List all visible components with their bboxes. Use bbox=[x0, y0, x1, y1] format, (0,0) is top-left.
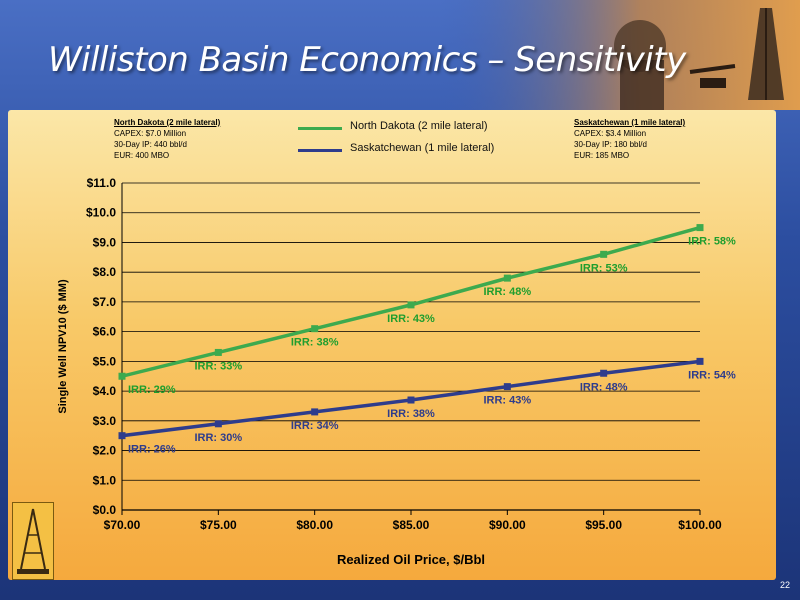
data-point-saskatchewan bbox=[214, 420, 222, 428]
data-label-saskatchewan: IRR: 54% bbox=[688, 369, 736, 381]
x-axis-title: Realized Oil Price, $/Bbl bbox=[337, 552, 485, 567]
data-point-north-dakota bbox=[600, 250, 608, 258]
data-point-saskatchewan bbox=[600, 369, 608, 377]
nd-eur: EUR: 400 MBO bbox=[114, 151, 170, 160]
data-point-north-dakota bbox=[214, 348, 222, 356]
header-oilfield-image bbox=[0, 0, 800, 110]
y-tick-label: $9.0 bbox=[93, 235, 117, 249]
sk-info-title: Saskatchewan (1 mile lateral) bbox=[574, 118, 686, 127]
company-logo bbox=[12, 502, 54, 580]
data-point-north-dakota bbox=[311, 325, 319, 333]
data-point-north-dakota bbox=[118, 372, 126, 380]
slide-title: Williston Basin Economics – Sensitivity bbox=[48, 40, 686, 80]
x-tick-label: $100.00 bbox=[678, 518, 722, 532]
nd-initial-production: 30-Day IP: 440 bbl/d bbox=[114, 140, 187, 149]
y-tick-label: $4.0 bbox=[93, 384, 117, 398]
data-label-north-dakota: IRR: 43% bbox=[387, 313, 435, 325]
x-tick-label: $90.00 bbox=[489, 518, 526, 532]
data-label-saskatchewan: IRR: 38% bbox=[387, 408, 435, 420]
data-point-north-dakota bbox=[503, 274, 511, 282]
x-tick-label: $70.00 bbox=[104, 518, 141, 532]
y-tick-label: $5.0 bbox=[93, 354, 117, 368]
data-point-saskatchewan bbox=[407, 396, 415, 404]
data-point-saskatchewan bbox=[311, 408, 319, 416]
y-tick-label: $1.0 bbox=[93, 473, 117, 487]
y-tick-label: $0.0 bbox=[93, 503, 117, 517]
legend-label-saskatchewan: Saskatchewan (1 mile lateral) bbox=[350, 142, 495, 154]
data-label-north-dakota: IRR: 48% bbox=[483, 286, 531, 298]
chart-panel: North Dakota (2 mile lateral) CAPEX: $7.… bbox=[8, 110, 776, 580]
data-point-saskatchewan bbox=[696, 357, 704, 365]
data-label-saskatchewan: IRR: 26% bbox=[128, 444, 176, 456]
header-band: Williston Basin Economics – Sensitivity bbox=[0, 0, 800, 110]
npv-sensitivity-chart: $0.0 $1.0 $2.0 $3.0 $4.0 $5.0 $6.0 $7.0 $8.0 $9.0… bbox=[57, 176, 736, 567]
sk-eur: EUR: 185 MBO bbox=[574, 151, 630, 160]
data-point-north-dakota bbox=[696, 224, 704, 232]
x-tick-label: $85.00 bbox=[393, 518, 430, 532]
north-dakota-info-box: North Dakota (2 mile lateral) CAPEX: $7.… bbox=[114, 117, 220, 161]
x-tick-label: $80.00 bbox=[296, 518, 333, 532]
data-point-saskatchewan bbox=[118, 432, 126, 440]
data-point-saskatchewan bbox=[503, 383, 511, 391]
slide-number: 22 bbox=[779, 580, 790, 590]
y-tick-label: $2.0 bbox=[93, 444, 117, 458]
data-label-north-dakota: IRR: 38% bbox=[291, 337, 339, 349]
sk-initial-production: 30-Day IP: 180 bbl/d bbox=[574, 140, 647, 149]
y-tick-label: $11.0 bbox=[87, 176, 117, 190]
legend-swatch-saskatchewan bbox=[298, 149, 342, 152]
data-label-north-dakota: IRR: 29% bbox=[128, 384, 176, 396]
sk-capex: CAPEX: $3.4 Million bbox=[574, 129, 647, 138]
y-tick-label: $6.0 bbox=[93, 325, 117, 339]
y-axis-title: Single Well NPV10 ($ MM) bbox=[57, 279, 69, 414]
data-label-north-dakota: IRR: 33% bbox=[194, 360, 242, 372]
x-tick-label: $95.00 bbox=[585, 518, 622, 532]
y-tick-label: $3.0 bbox=[93, 414, 117, 428]
y-tick-label: $7.0 bbox=[93, 295, 117, 309]
data-label-north-dakota: IRR: 58% bbox=[688, 236, 736, 248]
data-label-saskatchewan: IRR: 43% bbox=[483, 395, 531, 407]
data-label-saskatchewan: IRR: 30% bbox=[194, 432, 242, 444]
data-point-north-dakota bbox=[407, 301, 415, 309]
legend-swatch-north-dakota bbox=[298, 127, 342, 130]
data-label-north-dakota: IRR: 53% bbox=[580, 262, 628, 274]
data-label-saskatchewan: IRR: 34% bbox=[291, 420, 339, 432]
y-tick-label: $8.0 bbox=[93, 265, 117, 279]
nd-info-title: North Dakota (2 mile lateral) bbox=[114, 118, 221, 127]
legend-label-north-dakota: North Dakota (2 mile lateral) bbox=[350, 120, 488, 132]
saskatchewan-info-box: Saskatchewan (1 mile lateral) CAPEX: $3.… bbox=[574, 117, 685, 161]
y-tick-label: $10.0 bbox=[86, 206, 116, 220]
x-tick-label: $75.00 bbox=[200, 518, 237, 532]
nd-capex: CAPEX: $7.0 Million bbox=[114, 129, 187, 138]
data-label-saskatchewan: IRR: 48% bbox=[580, 381, 628, 393]
